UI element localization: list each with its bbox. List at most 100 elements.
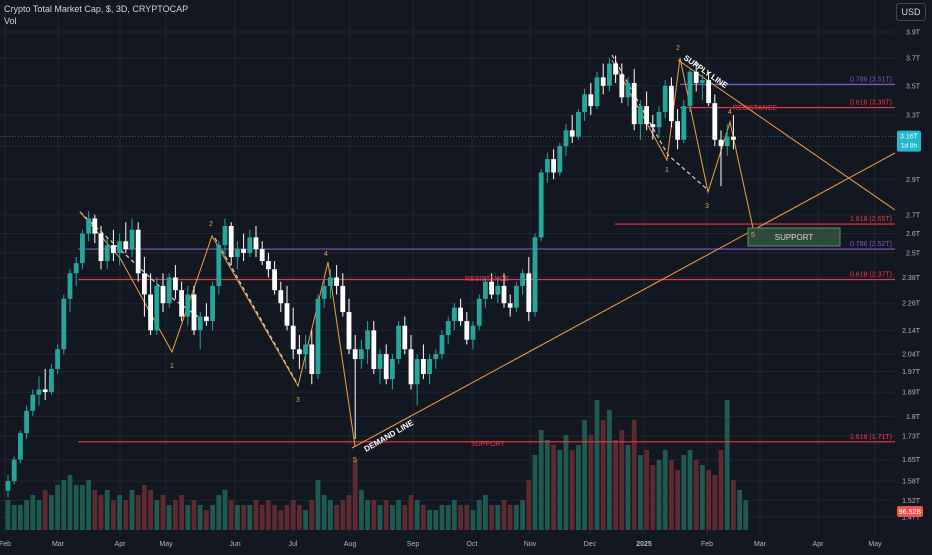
volume-bar bbox=[5, 500, 11, 530]
y-tick-label: 3.3T bbox=[906, 113, 921, 120]
candle-body bbox=[644, 106, 649, 125]
candle-body bbox=[73, 263, 79, 274]
candle-body bbox=[61, 298, 67, 350]
candle-body bbox=[24, 410, 29, 434]
candle-body bbox=[173, 277, 178, 291]
candle-body bbox=[309, 344, 315, 375]
candle-body bbox=[148, 294, 153, 331]
volume-bar bbox=[445, 505, 451, 530]
volume-bar bbox=[148, 490, 153, 530]
candle-body bbox=[328, 277, 333, 286]
candle-body bbox=[266, 261, 271, 270]
volume-bar bbox=[681, 455, 687, 530]
y-tick-label: 1.8T bbox=[906, 414, 921, 421]
volume-bar bbox=[303, 510, 308, 530]
y-tick-label: 2.26T bbox=[902, 301, 921, 308]
volume-bar bbox=[30, 495, 36, 530]
candle-body bbox=[706, 80, 711, 104]
volume-bar bbox=[197, 505, 203, 530]
volume-bar bbox=[49, 495, 54, 530]
volume-bar bbox=[439, 505, 445, 530]
volume-bar bbox=[383, 500, 389, 530]
x-tick-label: Dec bbox=[584, 541, 597, 548]
volume-bar bbox=[377, 505, 383, 530]
volume-bar bbox=[111, 500, 116, 530]
candle-body bbox=[520, 273, 525, 286]
candle-body bbox=[718, 139, 724, 147]
volume-bar bbox=[470, 510, 476, 530]
wave-number-label: 2 bbox=[209, 221, 213, 228]
x-tick-label: Sep bbox=[407, 541, 420, 548]
candle-body bbox=[433, 354, 439, 360]
fib-level-label: 0.618 (2.37T) bbox=[850, 272, 892, 279]
candle-body bbox=[92, 218, 98, 234]
dashed-channel bbox=[214, 237, 299, 386]
volume-bar bbox=[235, 505, 240, 530]
wave-number-label: 4 bbox=[324, 251, 328, 258]
volume-bar bbox=[675, 470, 680, 530]
volume-bar bbox=[656, 460, 662, 530]
support-box bbox=[747, 227, 841, 247]
candle-body bbox=[42, 389, 48, 393]
candle-body bbox=[414, 359, 420, 385]
fib-level-label: 0.618 (3.35T) bbox=[850, 100, 892, 107]
volume-bar bbox=[414, 500, 420, 530]
volume-bar bbox=[185, 505, 191, 530]
volume-bar bbox=[278, 510, 284, 530]
x-tick-label: Mar bbox=[754, 541, 767, 548]
wave-number-label: 2 bbox=[676, 45, 680, 52]
candle-body bbox=[297, 349, 302, 355]
volume-bar bbox=[42, 490, 48, 530]
candle-body bbox=[390, 359, 395, 380]
volume-bar bbox=[390, 505, 395, 530]
volume-bar bbox=[619, 430, 625, 530]
y-tick-label: 1.52T bbox=[902, 498, 921, 505]
y-tick-label: 2.38T bbox=[902, 275, 921, 282]
fib-level-label: 1.618 (1.71T) bbox=[850, 434, 892, 441]
volume-bar bbox=[545, 440, 550, 530]
candle-body bbox=[538, 172, 544, 238]
volume-bar bbox=[687, 450, 693, 530]
volume-bar bbox=[613, 440, 618, 530]
candle-body bbox=[166, 277, 172, 304]
volume-bar bbox=[644, 450, 649, 530]
current-price-label: 3.16T bbox=[900, 134, 919, 141]
candle-body bbox=[613, 63, 618, 75]
volume-bar bbox=[743, 500, 749, 530]
volume-bar bbox=[321, 495, 327, 530]
candle-body bbox=[551, 159, 556, 173]
candle-body bbox=[228, 225, 234, 258]
volume-bar bbox=[507, 505, 513, 530]
x-tick-label: May bbox=[868, 541, 882, 548]
candle-body bbox=[123, 241, 129, 250]
candle-body bbox=[371, 330, 377, 369]
volume-bar bbox=[396, 500, 401, 530]
candle-body bbox=[111, 245, 116, 254]
candle-body bbox=[259, 249, 265, 262]
supply-line bbox=[677, 59, 896, 211]
candle-body bbox=[607, 63, 612, 86]
currency-button[interactable]: USD bbox=[896, 3, 926, 21]
volume-bar bbox=[216, 495, 222, 530]
x-tick-label: Nov bbox=[524, 541, 537, 548]
candle-body bbox=[675, 121, 680, 140]
fib-level-label: 1.618 (2.65T) bbox=[850, 216, 892, 223]
volume-bar bbox=[328, 500, 333, 530]
candle-body bbox=[507, 303, 513, 308]
wave-number-label: 3 bbox=[705, 203, 709, 210]
candle-body bbox=[5, 481, 11, 491]
volume-bar bbox=[309, 500, 315, 530]
y-tick-label: 2.9T bbox=[906, 177, 921, 184]
candle-body bbox=[284, 303, 290, 326]
volume-bar bbox=[346, 495, 352, 530]
candle-body bbox=[464, 321, 470, 340]
volume-bar bbox=[166, 505, 172, 530]
candle-body bbox=[346, 312, 352, 350]
volume-bar bbox=[204, 510, 209, 530]
candle-body bbox=[49, 368, 54, 393]
candle-body bbox=[117, 241, 122, 254]
volume-value-label: 96.52B bbox=[899, 509, 922, 516]
candle-body bbox=[396, 325, 401, 360]
